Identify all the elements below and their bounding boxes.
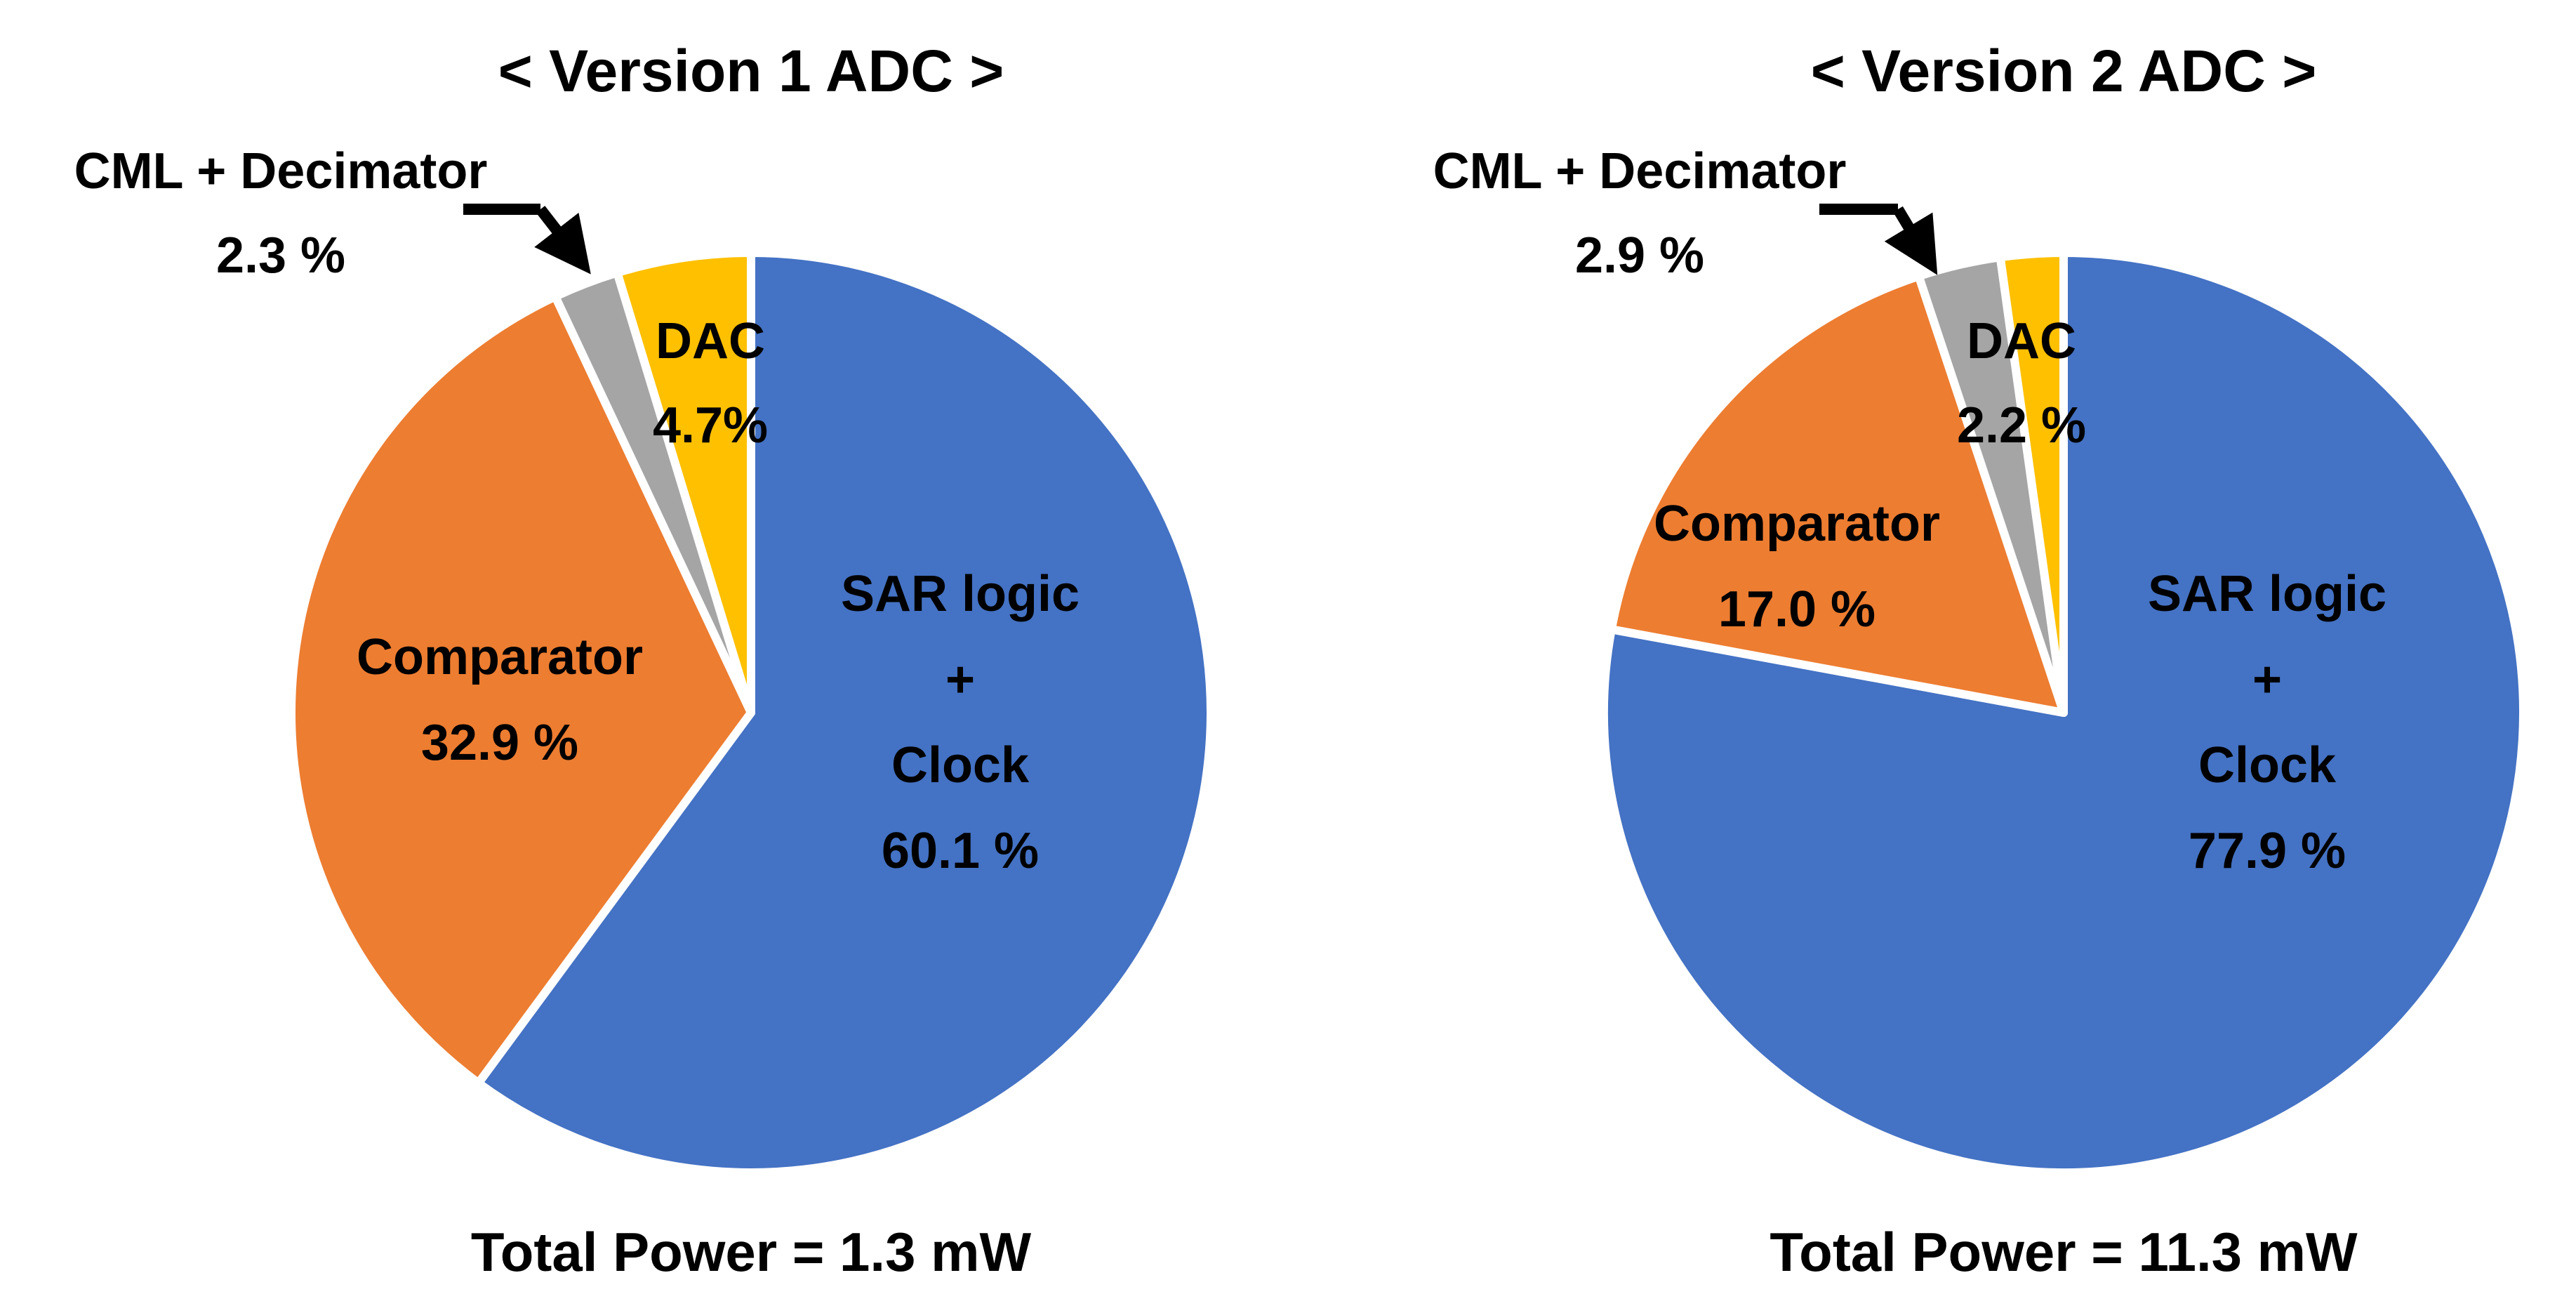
chart-title: < Version 2 ADC > — [1811, 38, 2317, 104]
sar-logic-label-line-1: SAR logic — [841, 566, 1080, 622]
cml-decimator-value: 2.3 % — [216, 227, 345, 284]
cml-decimator-label: CML + Decimator — [1433, 143, 1847, 199]
chart-version-1: < Version 1 ADC > CML + Decimator 2.3 % … — [74, 38, 1215, 1283]
dac-slice — [1996, 249, 2068, 717]
dac-label: DAC — [1967, 313, 2076, 369]
sar-logic-value: 60.1 % — [882, 823, 1039, 879]
sar-logic-label-line-3: Clock — [891, 737, 1030, 793]
cml-callout-arrowhead-line — [1884, 206, 1938, 275]
dac-value: 2.2 % — [1957, 397, 2086, 454]
comparator-label: Comparator — [1654, 496, 1940, 552]
dac-value: 4.7% — [653, 397, 768, 454]
sar-logic-label-line-3: Clock — [2198, 737, 2337, 793]
comparator-label: Comparator — [357, 629, 643, 685]
chart-version-2: < Version 2 ADC > CML + Decimator 2.9 % … — [1433, 38, 2528, 1283]
chart-title: < Version 1 ADC > — [498, 38, 1004, 104]
cml-callout-arrowhead-line — [534, 206, 591, 275]
cml-decimator-label: CML + Decimator — [74, 143, 488, 199]
sar-logic-label-line-2: + — [2252, 652, 2282, 708]
sar-logic-label-line-2: + — [945, 652, 975, 708]
total-power-label: Total Power = 1.3 mW — [471, 1221, 1032, 1283]
comparator-value: 17.0 % — [1718, 581, 1875, 638]
sar-logic-clock-slice — [474, 249, 1215, 1177]
comparator-slice — [286, 292, 755, 1088]
dac-slice — [613, 249, 755, 717]
comparator-value: 32.9 % — [421, 715, 578, 771]
sar-logic-label-line-1: SAR logic — [2148, 566, 2386, 622]
cml-decimator-value: 2.9 % — [1575, 227, 1704, 284]
total-power-label: Total Power = 11.3 mW — [1770, 1221, 2358, 1283]
dac-label: DAC — [656, 313, 765, 369]
sar-logic-value: 77.9 % — [2189, 823, 2346, 879]
